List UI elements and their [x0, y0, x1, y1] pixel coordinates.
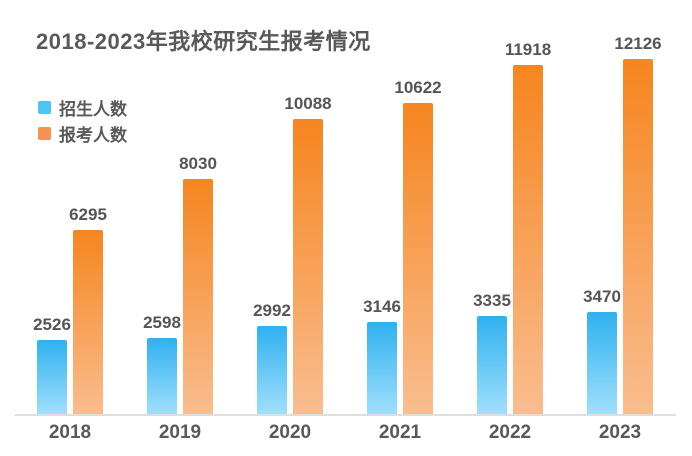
x-axis-line — [15, 414, 676, 416]
bar-value-label-applicants-2023: 12126 — [614, 34, 662, 53]
bar-applicants-2020 — [293, 119, 323, 414]
x-axis-label-2018: 2018 — [48, 422, 92, 443]
bar-value-label-applicants-2022: 11918 — [504, 40, 552, 59]
chart-title: 2018-2023年我校研究生报考情况 — [36, 29, 371, 54]
bar-value-label-enrollment-2023: 3470 — [583, 287, 621, 306]
x-axis-label-2021: 2021 — [378, 422, 422, 443]
legend-swatch-blue-icon — [38, 100, 51, 114]
bar-value-label-enrollment-2022: 3335 — [473, 291, 511, 310]
bar-enrollment-2023 — [587, 312, 617, 414]
x-axis-label-2020: 2020 — [268, 422, 312, 443]
bar-applicants-2018 — [73, 230, 103, 414]
bar-enrollment-2020 — [257, 326, 287, 414]
bar-value-label-enrollment-2021: 3146 — [363, 297, 401, 316]
bar-value-label-applicants-2021: 10622 — [394, 78, 442, 97]
legend: 招生人数 报考人数 — [38, 94, 127, 146]
bar-value-label-enrollment-2020: 2992 — [253, 301, 291, 320]
bar-enrollment-2022 — [477, 316, 507, 414]
legend-label-applicants: 报考人数 — [59, 125, 127, 145]
bar-value-label-applicants-2018: 6295 — [69, 205, 107, 224]
bar-enrollment-2019 — [147, 338, 177, 414]
x-axis-label-2019: 2019 — [158, 422, 202, 443]
bar-applicants-2022 — [513, 65, 543, 414]
legend-swatch-orange-icon — [38, 126, 51, 140]
bar-applicants-2023 — [623, 59, 653, 414]
bar-value-label-enrollment-2019: 2598 — [143, 313, 181, 332]
bar-value-label-applicants-2020: 10088 — [284, 94, 332, 113]
bar-value-label-applicants-2019: 8030 — [179, 154, 217, 173]
legend-label-enrollment: 招生人数 — [59, 99, 127, 119]
x-axis-label-2022: 2022 — [488, 422, 532, 443]
bar-applicants-2021 — [403, 103, 433, 414]
legend-item-applicants: 报考人数 — [38, 120, 127, 146]
bar-value-label-enrollment-2018: 2526 — [33, 315, 71, 334]
x-axis-label-2023: 2023 — [598, 422, 642, 443]
bar-applicants-2019 — [183, 179, 213, 414]
bar-enrollment-2021 — [367, 322, 397, 414]
bar-enrollment-2018 — [37, 340, 67, 414]
legend-item-enrollment: 招生人数 — [38, 94, 127, 120]
